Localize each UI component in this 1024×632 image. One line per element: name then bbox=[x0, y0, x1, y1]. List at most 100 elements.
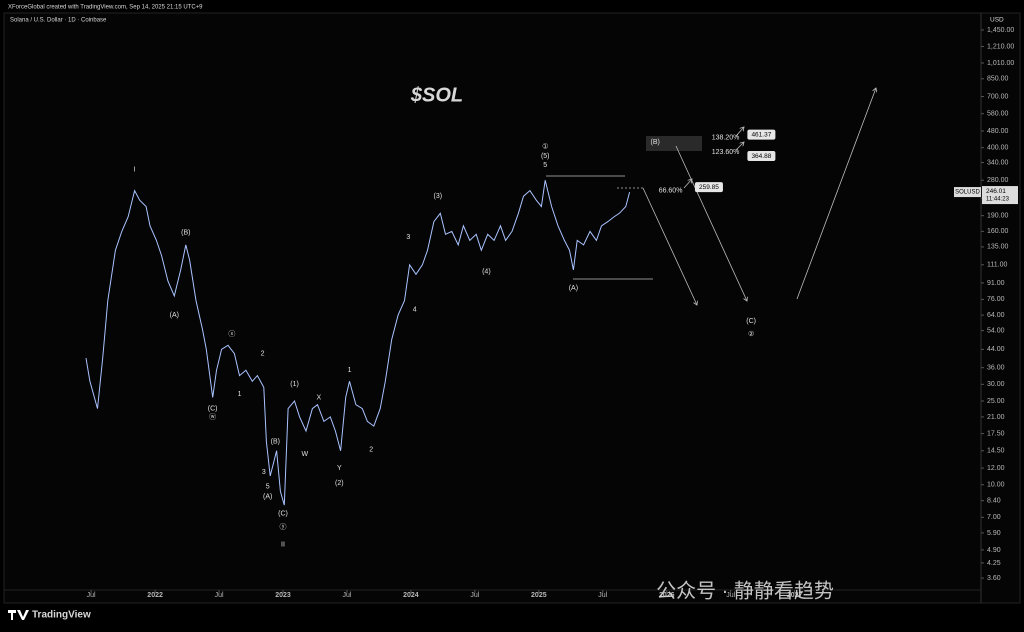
chart-panel bbox=[3, 12, 1021, 604]
wave-label: 1 bbox=[348, 367, 352, 374]
y-tick-label: 44.00 bbox=[987, 346, 1005, 353]
y-tick-label: 135.00 bbox=[987, 244, 1009, 251]
wave-label: 3 bbox=[262, 469, 266, 476]
x-tick-label: 2024 bbox=[403, 592, 419, 599]
y-tick-label: 10.00 bbox=[987, 482, 1005, 489]
y-tick-label: 21.00 bbox=[987, 414, 1005, 421]
y-tick-label: 76.00 bbox=[987, 296, 1005, 303]
x-tick-label: 2027 bbox=[787, 592, 803, 599]
x-tick-label: 2023 bbox=[275, 592, 291, 599]
wave-label: ⓦ bbox=[209, 413, 216, 421]
y-tick-label: 1,450.00 bbox=[987, 27, 1014, 34]
y-tick-label: 111.00 bbox=[987, 262, 1007, 269]
wave-label: (C) bbox=[278, 510, 288, 517]
wave-label: (4) bbox=[482, 268, 491, 275]
wave-label: W bbox=[301, 451, 308, 458]
x-tick-label: Jul bbox=[726, 592, 735, 599]
wave-label: (B) bbox=[181, 229, 190, 236]
y-tick-label: 17.50 bbox=[987, 430, 1005, 437]
x-tick-label: Jul bbox=[342, 592, 351, 599]
wave-label: (B) bbox=[271, 439, 280, 446]
y-tick-label: 14.50 bbox=[987, 448, 1005, 455]
y-tick-label: 8.40 bbox=[987, 498, 1001, 505]
wave-label: (A) bbox=[263, 493, 272, 500]
pointer-arrow bbox=[683, 179, 692, 189]
y-tick-label: 480.00 bbox=[987, 128, 1009, 135]
wave-label: (2) bbox=[335, 480, 344, 487]
projection-arrow bbox=[675, 145, 747, 301]
axis-unit: USD bbox=[990, 17, 1004, 24]
y-tick-label: 700.00 bbox=[987, 93, 1009, 100]
wave-label: I bbox=[134, 166, 136, 173]
wave-label: (3) bbox=[433, 193, 442, 200]
y-tick-label: 30.00 bbox=[987, 381, 1005, 388]
fib-zone bbox=[646, 136, 702, 151]
y-tick-label: 1,210.00 bbox=[987, 43, 1014, 50]
y-tick-label: 280.00 bbox=[987, 177, 1009, 184]
x-tick-label: Jul bbox=[470, 592, 479, 599]
wave-label: Y bbox=[337, 465, 342, 472]
wave-label: ⓧ bbox=[228, 330, 235, 338]
price-label-box bbox=[747, 129, 776, 140]
price-label: 461.37 bbox=[751, 131, 771, 138]
watermark: 公众号 · 静静看趋势 bbox=[656, 579, 834, 602]
y-tick-label: 36.00 bbox=[987, 365, 1005, 372]
wave-label: 5 bbox=[543, 162, 547, 169]
y-tick-label: 580.00 bbox=[987, 111, 1009, 118]
wave-label: 2 bbox=[261, 350, 265, 357]
wave-label: (B) bbox=[651, 139, 660, 146]
x-tick-label: Jul bbox=[87, 592, 96, 599]
y-tick-label: 5.90 bbox=[987, 530, 1001, 537]
y-tick-label: 54.00 bbox=[987, 327, 1005, 334]
last-price-tag bbox=[982, 186, 1018, 205]
y-tick-label: 91.00 bbox=[987, 280, 1005, 287]
wave-label: (C) bbox=[208, 405, 218, 412]
wave-label: ② bbox=[748, 330, 754, 338]
wave-label: (5) bbox=[541, 153, 550, 160]
x-tick-label: 2025 bbox=[531, 592, 547, 599]
wave-label: (A) bbox=[569, 285, 578, 292]
wave-label: (C) bbox=[746, 318, 756, 325]
wave-label: 2 bbox=[369, 446, 373, 453]
wave-label: ⓨ bbox=[280, 523, 287, 531]
y-tick-label: 850.00 bbox=[987, 76, 1009, 83]
countdown: 11:44:23 bbox=[986, 197, 1010, 203]
y-tick-label: 4.90 bbox=[987, 547, 1001, 554]
x-tick-label: Jul bbox=[215, 592, 224, 599]
plot: 1,450.00 1,210.00 1,010.00 850.00 700.00 580.… bbox=[85, 27, 1018, 599]
wave-label: 123.60% bbox=[712, 149, 740, 156]
y-tick-label: 25.00 bbox=[987, 398, 1005, 405]
price-label-box bbox=[747, 151, 776, 162]
y-tick-label: 7.00 bbox=[987, 514, 1001, 521]
y-tick-label: 4.25 bbox=[987, 560, 1001, 567]
y-tick-label: 1,010.00 bbox=[987, 60, 1014, 67]
wave-label: ① bbox=[542, 142, 548, 150]
price-label-box bbox=[694, 182, 723, 193]
credit: XForceGlobal created with TradingView.co… bbox=[8, 5, 203, 11]
wave-label: 138.20% bbox=[712, 135, 740, 142]
y-tick-label: 160.00 bbox=[987, 228, 1009, 235]
price-label: 364.88 bbox=[751, 153, 771, 160]
wave-label: (A) bbox=[170, 312, 179, 319]
last-price: 246.01 bbox=[986, 188, 1006, 195]
projection-arrow bbox=[642, 187, 697, 305]
x-tick-label: 2022 bbox=[147, 592, 163, 599]
projection-arrow bbox=[796, 88, 876, 300]
symbol-tag-label: SOLUSD bbox=[955, 190, 980, 196]
x-tick-label: Jul bbox=[598, 592, 607, 599]
x-tick-label: 2026 bbox=[659, 592, 675, 599]
y-tick-label: 190.00 bbox=[987, 213, 1009, 220]
brand-logo bbox=[8, 610, 29, 620]
y-tick-label: 12.00 bbox=[987, 465, 1005, 472]
chart-subtitle: Solana / U.S. Dollar · 1D · Coinbase bbox=[10, 18, 107, 24]
pointer-arrow bbox=[735, 127, 744, 137]
wave-label: 1 bbox=[238, 391, 242, 398]
chart-title: $SOL bbox=[410, 84, 463, 106]
y-tick-label: 400.00 bbox=[987, 144, 1009, 151]
wave-label: (1) bbox=[290, 381, 299, 388]
wave-label: X bbox=[316, 394, 321, 401]
pointer-arrow bbox=[735, 142, 744, 151]
price-line bbox=[85, 180, 631, 506]
price-label: 259.85 bbox=[699, 184, 719, 191]
